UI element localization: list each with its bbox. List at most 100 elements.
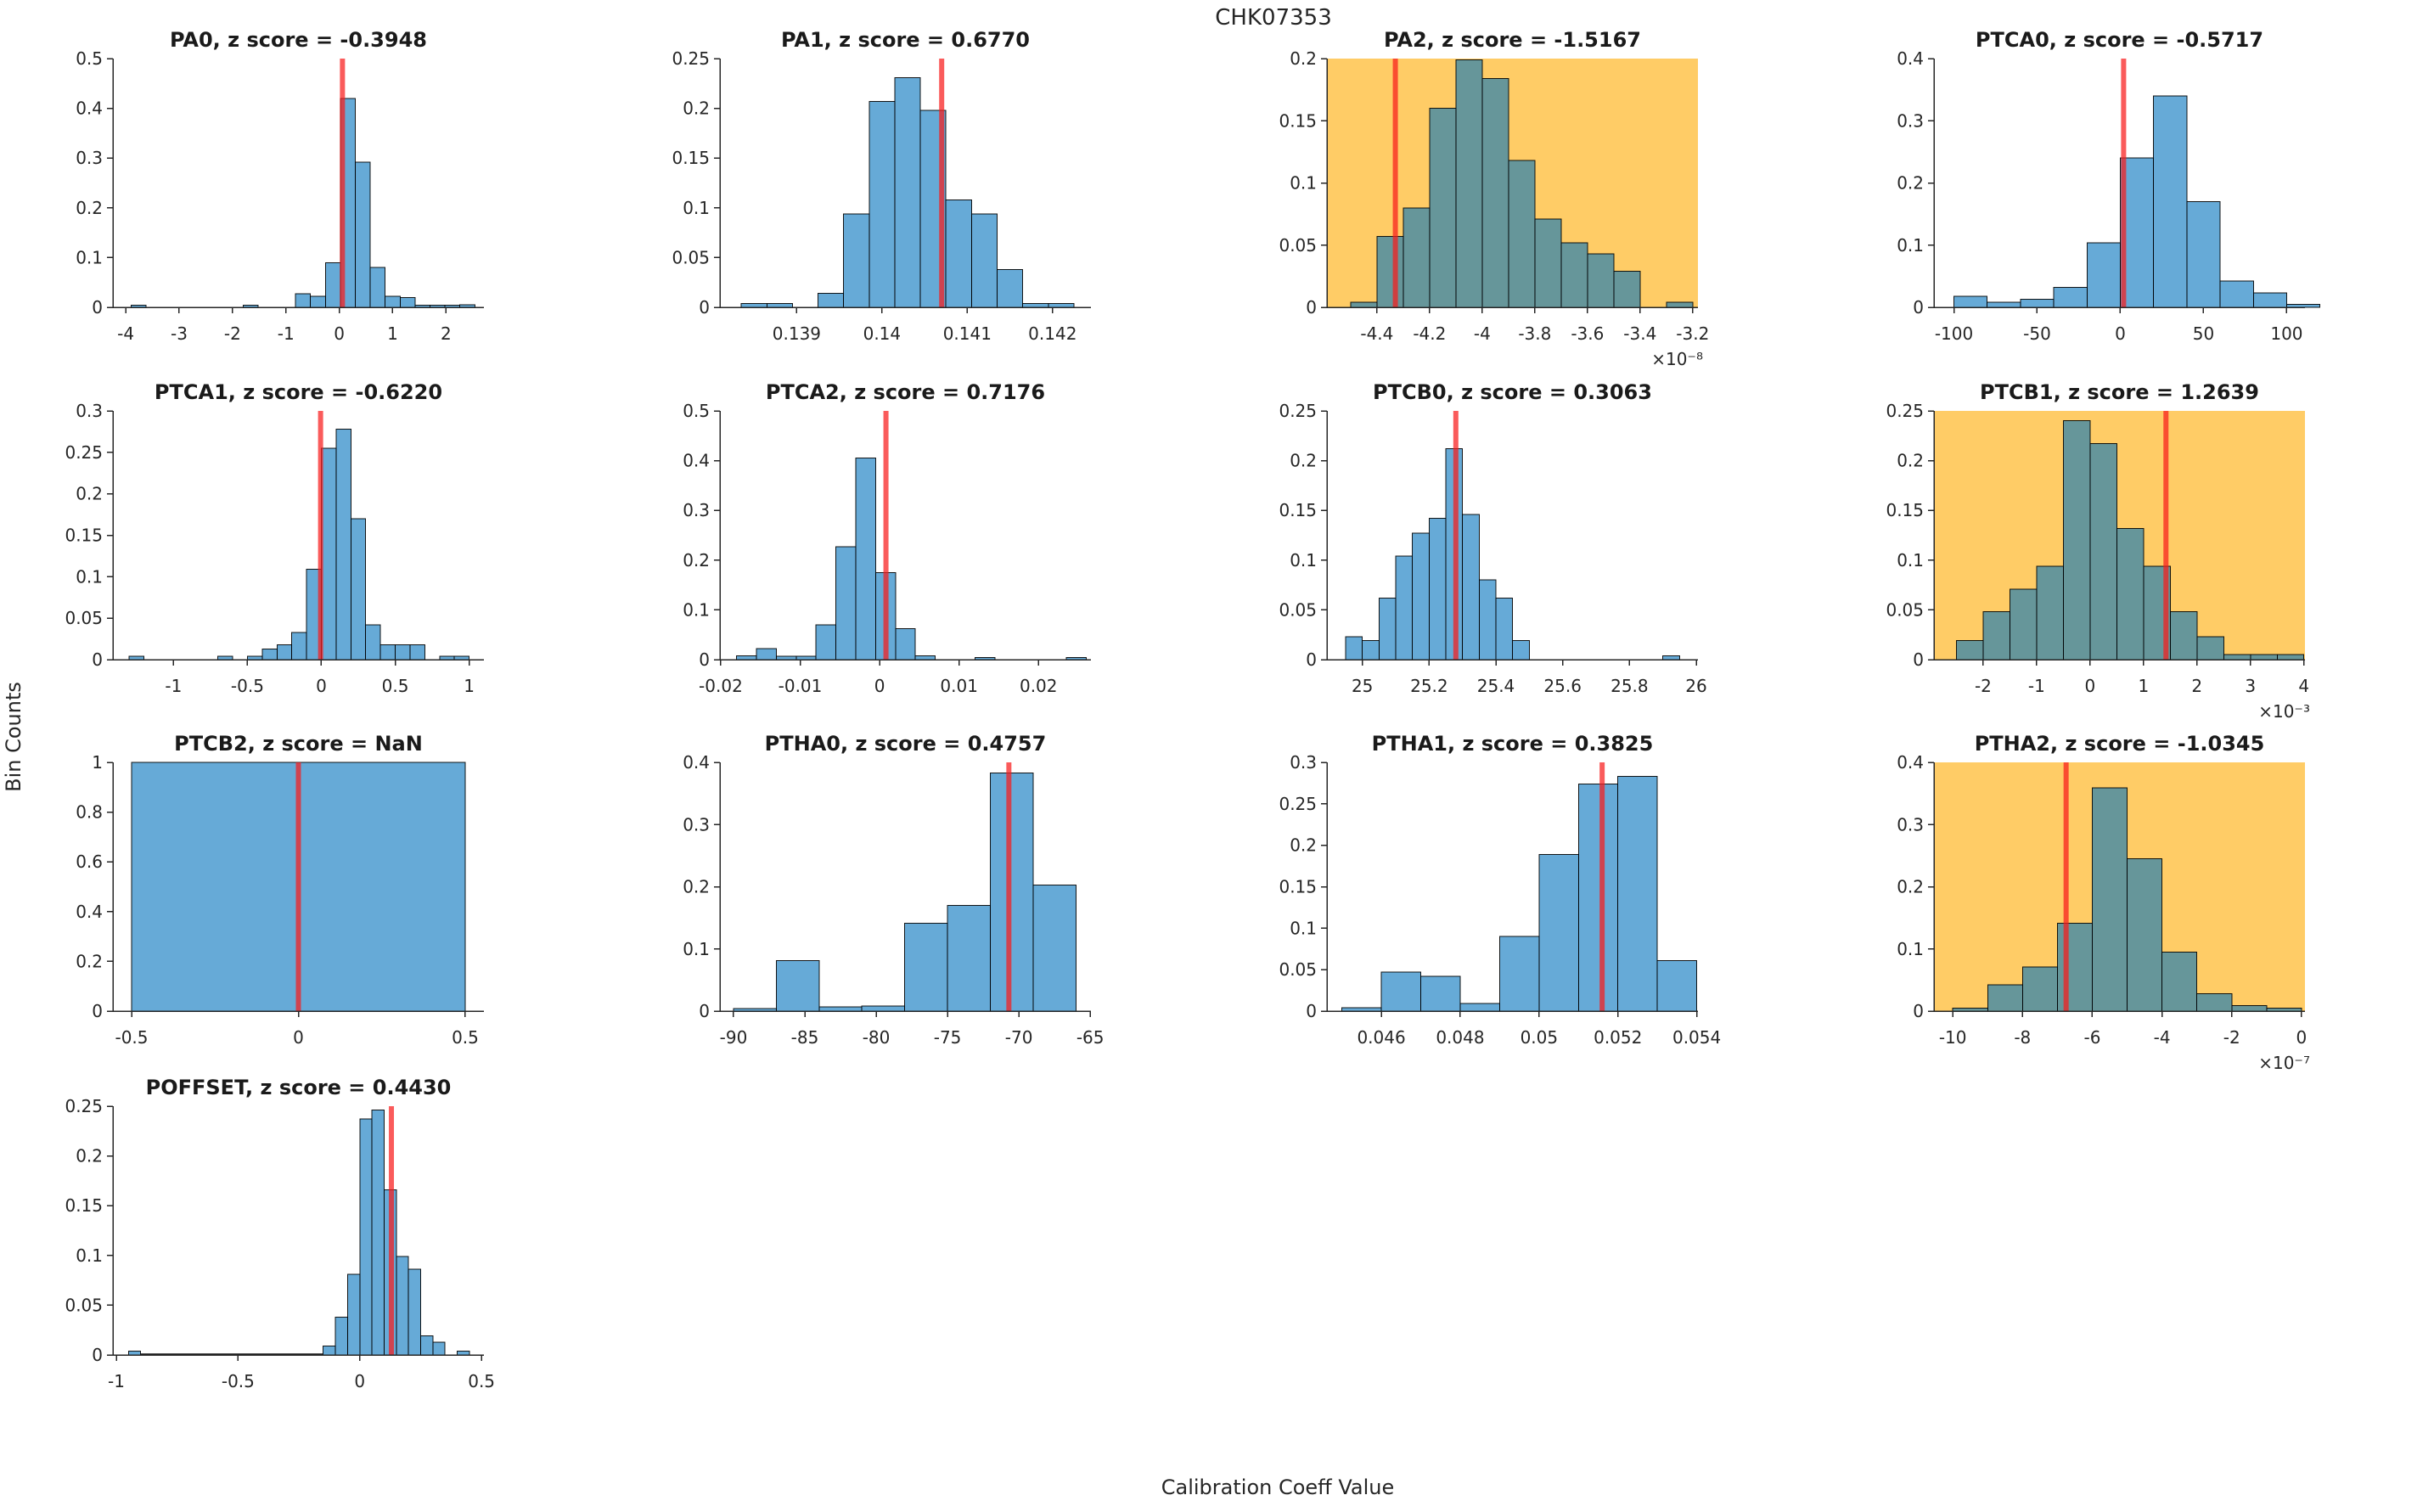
histogram-bar [1498, 936, 1540, 1012]
histogram-bar [371, 1110, 385, 1356]
y-tick-label: 0.2 [683, 877, 710, 897]
y-tick-label: 0.2 [683, 550, 710, 571]
histogram-bar [2153, 95, 2188, 308]
x-tick-label: -0.02 [699, 676, 743, 696]
subplot-PA1: 0.139 0.14 0.141 0.142 0 0.05 0.1 0.15 0.2 0.25 PA… [672, 28, 1091, 344]
x-tick-label: 25.2 [1410, 676, 1448, 696]
x-tick-label: 1 [2138, 676, 2149, 696]
x-tick-label: 0 [2085, 676, 2096, 696]
y-tick-label: 0.1 [1897, 235, 1924, 256]
histogram-bar [2116, 527, 2145, 660]
histogram-bar [1345, 636, 1363, 660]
y-tick-label: 0.4 [1897, 48, 1924, 69]
histogram-bar [1617, 776, 1658, 1012]
y-tick-label: 0.3 [683, 814, 710, 835]
histogram-bar [1412, 532, 1430, 660]
y-tick-label: 0.4 [76, 98, 103, 119]
subplot-PA2: -4.4 -4.2 -4 -3.8 -3.6 -3.4 -3.2 0 0.05 0.1 0.15 0.… [1279, 28, 1709, 369]
histogram-bar [354, 161, 371, 308]
histogram-bar [395, 644, 411, 660]
subplot-title: PTHA1, z score = 0.3825 [1372, 732, 1654, 756]
x-tick-label: -2 [224, 323, 241, 344]
x-tick-label: 0.142 [1028, 323, 1076, 344]
histogram-bar [904, 923, 948, 1012]
y-tick-label: 0.25 [672, 48, 710, 69]
x-tick-label: 0 [874, 676, 885, 696]
y-tick-label: 0 [1913, 297, 1924, 318]
x-tick-label: 0.052 [1594, 1027, 1642, 1048]
histogram-bar [855, 458, 876, 660]
histogram-bar [2091, 787, 2128, 1012]
histogram-bar [1403, 207, 1431, 308]
x-tick-label: 26 [1685, 676, 1706, 696]
histogram-bar [1987, 301, 2021, 308]
histogram-bar [2250, 654, 2278, 660]
y-tick-label: 0 [699, 297, 710, 318]
subplot-title: PTHA0, z score = 0.4757 [765, 732, 1047, 756]
histogram-bar [2186, 200, 2221, 308]
histogram-bar [310, 295, 326, 308]
y-tick-label: 0.2 [76, 198, 103, 218]
y-tick-label: 0.25 [1886, 401, 1924, 421]
subplot-title: PTCB2, z score = NaN [174, 732, 423, 756]
histogram-bar [818, 1006, 863, 1012]
x-tick-label: 2 [2191, 676, 2202, 696]
x-tick-label: -0.5 [231, 676, 264, 696]
histogram-bar [276, 644, 293, 660]
x-tick-label: -3.2 [1676, 323, 1709, 344]
histogram-bar [1953, 295, 1988, 308]
y-tick-label: 0 [92, 297, 103, 318]
y-tick-label: 0.4 [683, 752, 710, 773]
x-tick-label: 25.6 [1543, 676, 1582, 696]
y-tick-label: 0.3 [1897, 110, 1924, 131]
y-tick-label: 0.05 [1279, 599, 1317, 620]
y-tick-label: 0 [1913, 649, 1924, 670]
x-tick-label: 0.5 [468, 1371, 495, 1391]
x-tick-label: -4 [117, 323, 134, 344]
y-tick-label: 0.4 [76, 902, 103, 922]
y-tick-label: 0.15 [1279, 877, 1317, 897]
histogram-bar [2223, 654, 2251, 660]
x-tick-label: -65 [1076, 1027, 1105, 1048]
histogram-bar [2252, 292, 2287, 308]
histogram-bar [2021, 966, 2058, 1012]
histogram-bar [2009, 588, 2038, 660]
y-tick-label: 0.8 [76, 802, 103, 823]
subplot-title: PTHA2, z score = -1.0345 [1975, 732, 2265, 756]
histogram-bar [369, 267, 386, 308]
x-tick-label: 0.141 [943, 323, 992, 344]
y-tick-label: 0 [1306, 297, 1317, 318]
x-tick-label: 0.02 [1020, 676, 1058, 696]
y-tick-label: 0.15 [1279, 500, 1317, 520]
x-tick-label: -2 [2223, 1027, 2240, 1048]
histogram-bar [990, 772, 1034, 1012]
histogram-bar [324, 261, 341, 308]
y-tick-label: 0.25 [65, 1096, 103, 1116]
histogram-bar [1428, 518, 1447, 660]
subplot-POFFSET: -1 -0.5 0 0.5 0 0.05 0.1 0.15 0.2 0.25 POFFSET, z … [65, 1076, 495, 1391]
y-tick-label: 0.15 [65, 1195, 103, 1216]
x-tick-label: 0.048 [1436, 1027, 1484, 1048]
y-tick-label: 0.05 [672, 247, 710, 267]
x-tick-label: -4 [2154, 1027, 2171, 1048]
subplot-title: PA0, z score = -0.3948 [170, 28, 427, 52]
x-tick-label: 25.8 [1610, 676, 1649, 696]
x-tick-label: -10 [1939, 1027, 1967, 1048]
histogram-bar [843, 213, 870, 308]
histogram-bar [1455, 59, 1483, 308]
y-tick-label: 0 [92, 1001, 103, 1021]
y-tick-label: 0.1 [1290, 173, 1317, 194]
histogram-bar [868, 100, 896, 308]
y-tick-label: 0.4 [1897, 752, 1924, 773]
subplot-title: PTCA1, z score = -0.6220 [155, 380, 442, 404]
histogram-bar [323, 1345, 336, 1356]
y-tick-label: 0.15 [672, 148, 710, 168]
x-tick-label: -75 [934, 1027, 962, 1048]
y-tick-label: 0 [1913, 1001, 1924, 1021]
x-tick-label: 2 [441, 323, 452, 344]
histogram-bar [1982, 611, 2010, 660]
histogram-bar [1656, 959, 1698, 1012]
x-tick-label: -90 [720, 1027, 748, 1048]
y-tick-label: 0 [1306, 1001, 1317, 1021]
histogram-bar [2196, 992, 2233, 1012]
